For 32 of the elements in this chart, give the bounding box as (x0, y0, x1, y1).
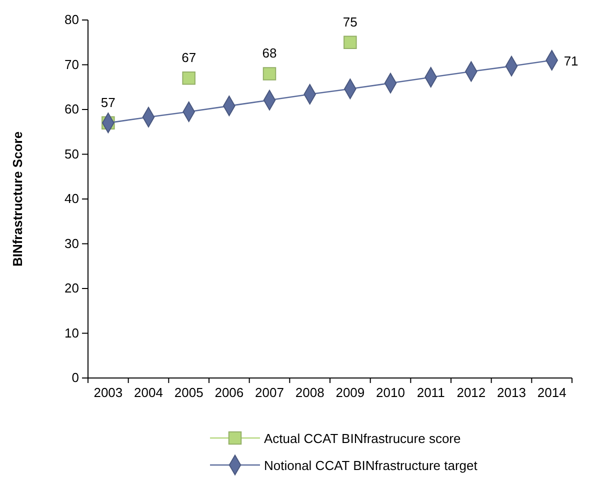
legend-label: Notional CCAT BINfrastructure target (264, 458, 478, 473)
legend-label: Actual CCAT BINfrastrucure score (264, 431, 461, 446)
x-tick-label: 2004 (134, 385, 163, 400)
data-label: 67 (182, 50, 196, 66)
y-tick-label: 10 (64, 325, 79, 340)
x-tick-label: 2005 (174, 385, 204, 400)
x-tick-label: 2013 (497, 385, 526, 400)
x-tick-label: 2009 (336, 385, 365, 400)
x-tick-label: 2006 (214, 385, 244, 400)
x-tick-label: 2014 (537, 385, 566, 400)
data-label: 68 (262, 46, 277, 61)
y-tick-label: 70 (64, 56, 79, 72)
y-axis-title: BINfrastructure Score (10, 131, 25, 267)
x-tick-label: 2012 (456, 385, 486, 400)
x-tick-label: 2008 (295, 385, 324, 400)
data-label: 57 (100, 94, 116, 110)
y-tick-label: 0 (72, 370, 79, 386)
data-label: 75 (342, 14, 358, 30)
x-tick-label: 2007 (255, 385, 284, 400)
y-tick-label: 50 (64, 146, 79, 162)
y-tick-label: 60 (64, 102, 79, 117)
data-label: 71 (564, 53, 578, 68)
y-tick-label: 40 (64, 191, 79, 206)
y-tick-label: 20 (64, 280, 79, 296)
point (344, 36, 357, 49)
point (262, 67, 276, 80)
x-tick-label: 2010 (376, 385, 405, 400)
y-tick-label: 30 (64, 236, 79, 251)
x-tick-label: 2011 (416, 385, 445, 400)
point (182, 72, 196, 85)
y-tick-label: 80 (64, 12, 79, 28)
x-tick-label: 2003 (94, 385, 123, 400)
